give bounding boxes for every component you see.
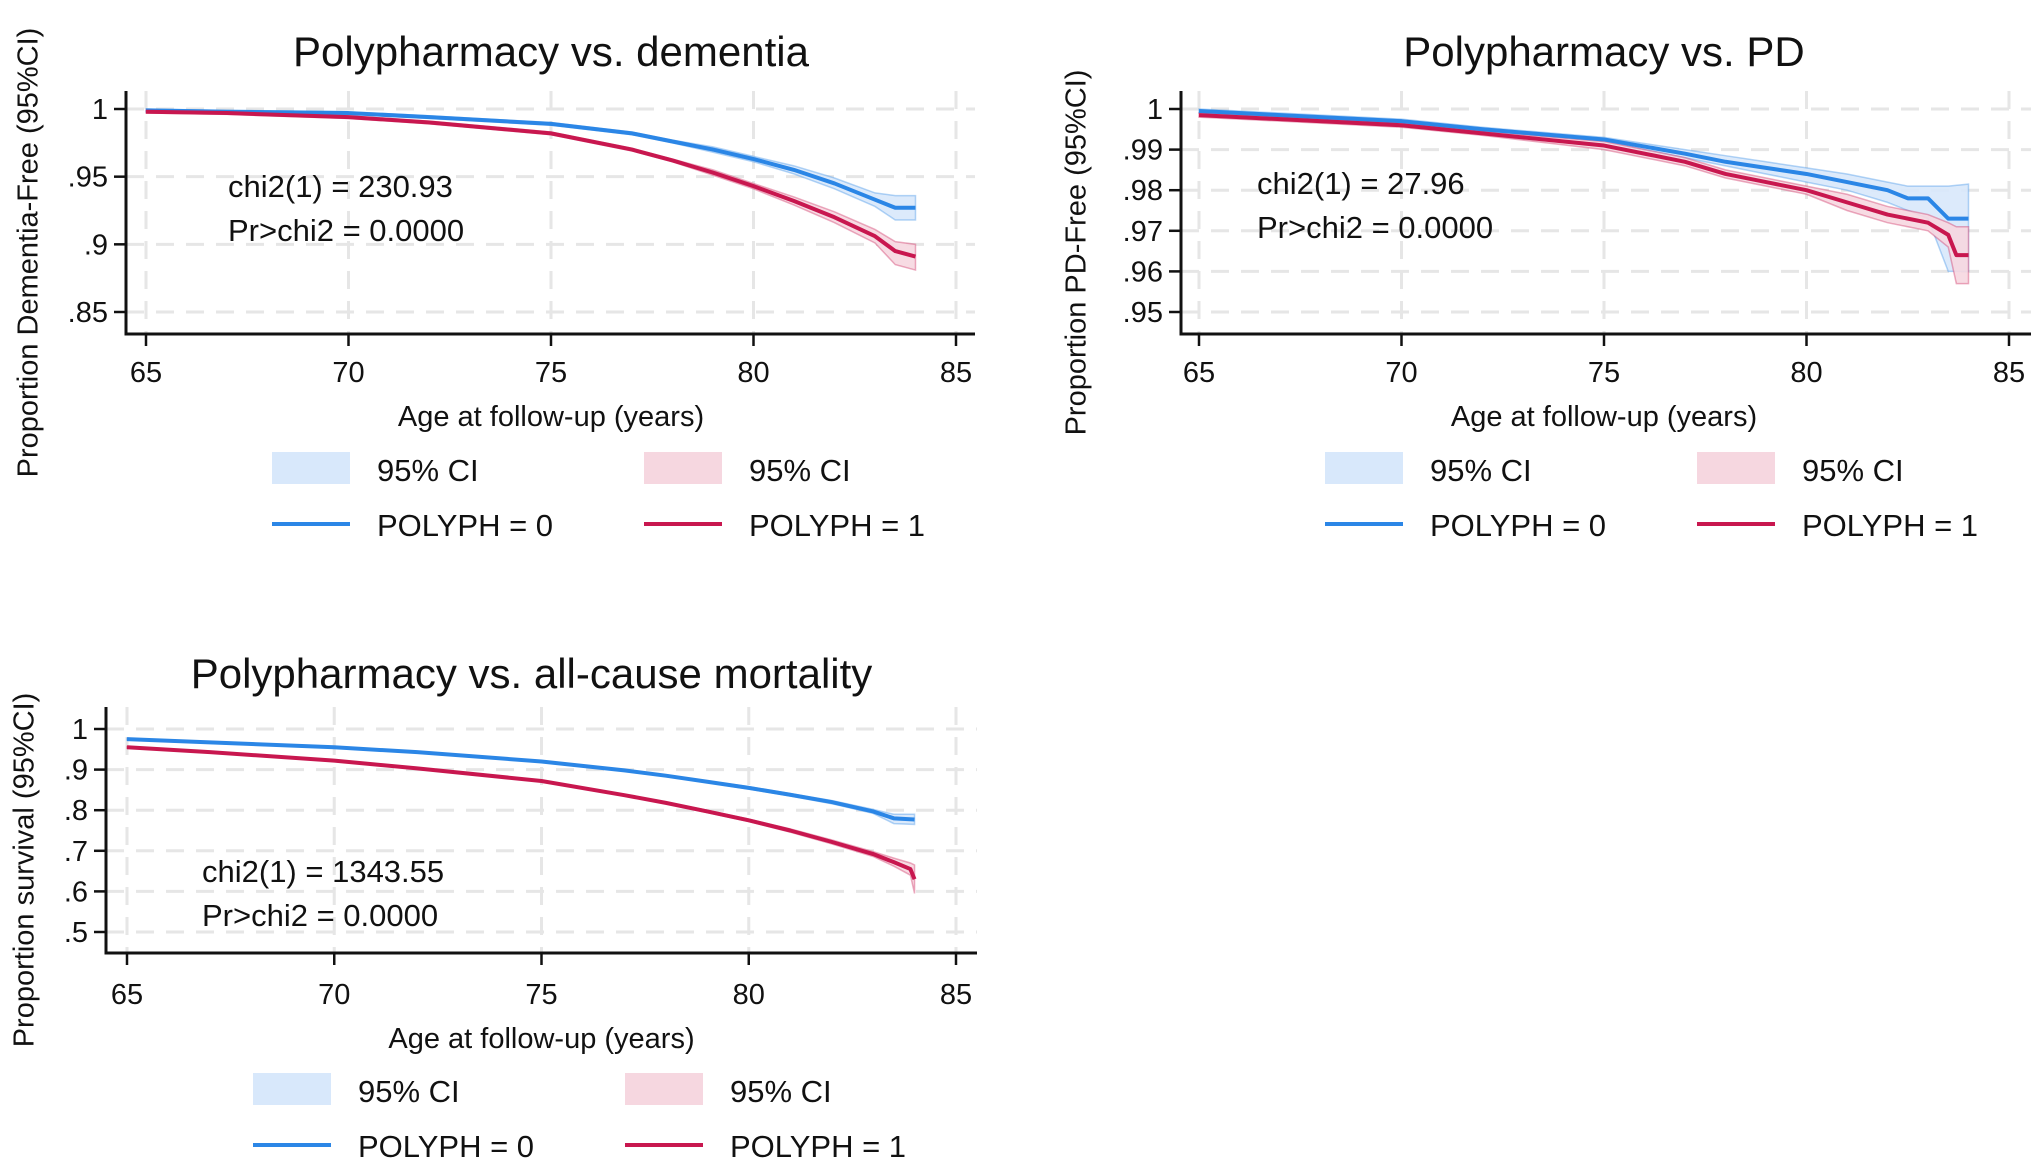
series-line-0 bbox=[126, 737, 915, 822]
legend-swatch-ci-1 bbox=[644, 452, 722, 484]
p-value-annotation: Pr>chi2 = 0.0000 bbox=[202, 898, 438, 933]
chart-title: Polypharmacy vs. all-cause mortality bbox=[191, 650, 873, 697]
x-tick-label: 85 bbox=[1993, 357, 2025, 389]
y-axis-label: Proportion survival (95%CI) bbox=[9, 693, 41, 1048]
legend-label-series-0: POLYPH = 0 bbox=[377, 508, 553, 543]
legend-label-ci-0: 95% CI bbox=[1430, 453, 1532, 488]
legend-label-ci-1: 95% CI bbox=[749, 453, 851, 488]
x-tick-label: 65 bbox=[1183, 357, 1215, 389]
x-tick-label: 80 bbox=[737, 357, 769, 389]
chart-title: Polypharmacy vs. dementia bbox=[293, 28, 810, 75]
y-tick-label: .6 bbox=[64, 876, 88, 908]
x-tick-label: 70 bbox=[332, 357, 364, 389]
ci-band-1 bbox=[1198, 112, 1970, 285]
legend-label-series-1: POLYPH = 1 bbox=[749, 508, 925, 543]
chart-panel-2: 65 70 75 80 85 .95 .96 .97 .98 .99 1 Polypharmacy v… bbox=[1061, 28, 2031, 543]
series-line-1 bbox=[126, 745, 917, 880]
x-tick-label: 70 bbox=[318, 979, 350, 1011]
legend-swatch-ci-1 bbox=[625, 1073, 703, 1105]
y-tick-label: 1 bbox=[1147, 94, 1163, 126]
chart-panel-1: 65 70 75 80 85 .85 .9 .95 1 Polypharmacy vs. deme… bbox=[13, 28, 975, 543]
x-axis-label: Age at follow-up (years) bbox=[1451, 401, 1757, 433]
chi2-annotation: chi2(1) = 27.96 bbox=[1257, 166, 1465, 201]
legend-label-ci-0: 95% CI bbox=[358, 1074, 460, 1109]
legend-swatch-ci-0 bbox=[272, 452, 350, 484]
p-value-annotation: Pr>chi2 = 0.0000 bbox=[1257, 210, 1493, 245]
x-tick-label: 70 bbox=[1385, 357, 1417, 389]
y-tick-label: 1 bbox=[72, 714, 88, 746]
series-line-0 bbox=[145, 108, 916, 210]
y-axis-label: Proportion Dementia-Free (95%CI) bbox=[13, 28, 45, 478]
x-axis-label: Age at follow-up (years) bbox=[398, 401, 704, 433]
y-tick-label: .98 bbox=[1123, 175, 1163, 207]
y-tick-label: .96 bbox=[1123, 256, 1163, 288]
x-tick-label: 75 bbox=[525, 979, 557, 1011]
legend-label-ci-1: 95% CI bbox=[1802, 453, 1904, 488]
y-tick-label: .95 bbox=[1123, 297, 1163, 329]
legend-label-series-1: POLYPH = 1 bbox=[1802, 508, 1978, 543]
y-tick-label: .97 bbox=[1123, 216, 1163, 248]
legend-swatch-ci-0 bbox=[253, 1073, 331, 1105]
x-tick-label: 65 bbox=[130, 357, 162, 389]
series-line-0 bbox=[1198, 109, 1969, 221]
y-tick-label: .95 bbox=[68, 162, 108, 194]
y-axis-label: Proportion PD-Free (95%CI) bbox=[1061, 70, 1093, 436]
series-line-1 bbox=[145, 109, 917, 259]
legend-label-ci-0: 95% CI bbox=[377, 453, 479, 488]
y-tick-label: .5 bbox=[64, 917, 88, 949]
legend-label-series-0: POLYPH = 0 bbox=[358, 1129, 534, 1164]
y-tick-label: .9 bbox=[84, 229, 108, 261]
legend-swatch-ci-1 bbox=[1697, 452, 1775, 484]
y-tick-label: .9 bbox=[64, 755, 88, 787]
p-value-annotation: Pr>chi2 = 0.0000 bbox=[228, 213, 464, 248]
chi2-annotation: chi2(1) = 230.93 bbox=[228, 169, 453, 204]
x-tick-label: 85 bbox=[940, 979, 972, 1011]
y-tick-label: .7 bbox=[64, 836, 88, 868]
y-tick-label: .8 bbox=[64, 795, 88, 827]
x-tick-label: 80 bbox=[733, 979, 765, 1011]
legend-label-series-1: POLYPH = 1 bbox=[730, 1129, 906, 1164]
y-tick-label: .85 bbox=[68, 297, 108, 329]
x-tick-label: 80 bbox=[1790, 357, 1822, 389]
legend-label-series-0: POLYPH = 0 bbox=[1430, 508, 1606, 543]
chi2-annotation: chi2(1) = 1343.55 bbox=[202, 854, 444, 889]
y-tick-label: 1 bbox=[92, 94, 108, 126]
chart-title: Polypharmacy vs. PD bbox=[1403, 28, 1804, 75]
x-tick-label: 75 bbox=[535, 357, 567, 389]
x-tick-label: 75 bbox=[1588, 357, 1620, 389]
chart-panel-3: 65 70 75 80 85 .5 .6 .7 .8 .9 1 Polypharmacy vs. al… bbox=[9, 650, 977, 1164]
x-axis-label: Age at follow-up (years) bbox=[388, 1023, 694, 1055]
x-tick-label: 65 bbox=[111, 979, 143, 1011]
series-line-1 bbox=[1198, 113, 1969, 258]
legend-label-ci-1: 95% CI bbox=[730, 1074, 832, 1109]
x-tick-label: 85 bbox=[940, 357, 972, 389]
y-tick-label: .99 bbox=[1123, 135, 1163, 167]
legend-swatch-ci-0 bbox=[1325, 452, 1403, 484]
